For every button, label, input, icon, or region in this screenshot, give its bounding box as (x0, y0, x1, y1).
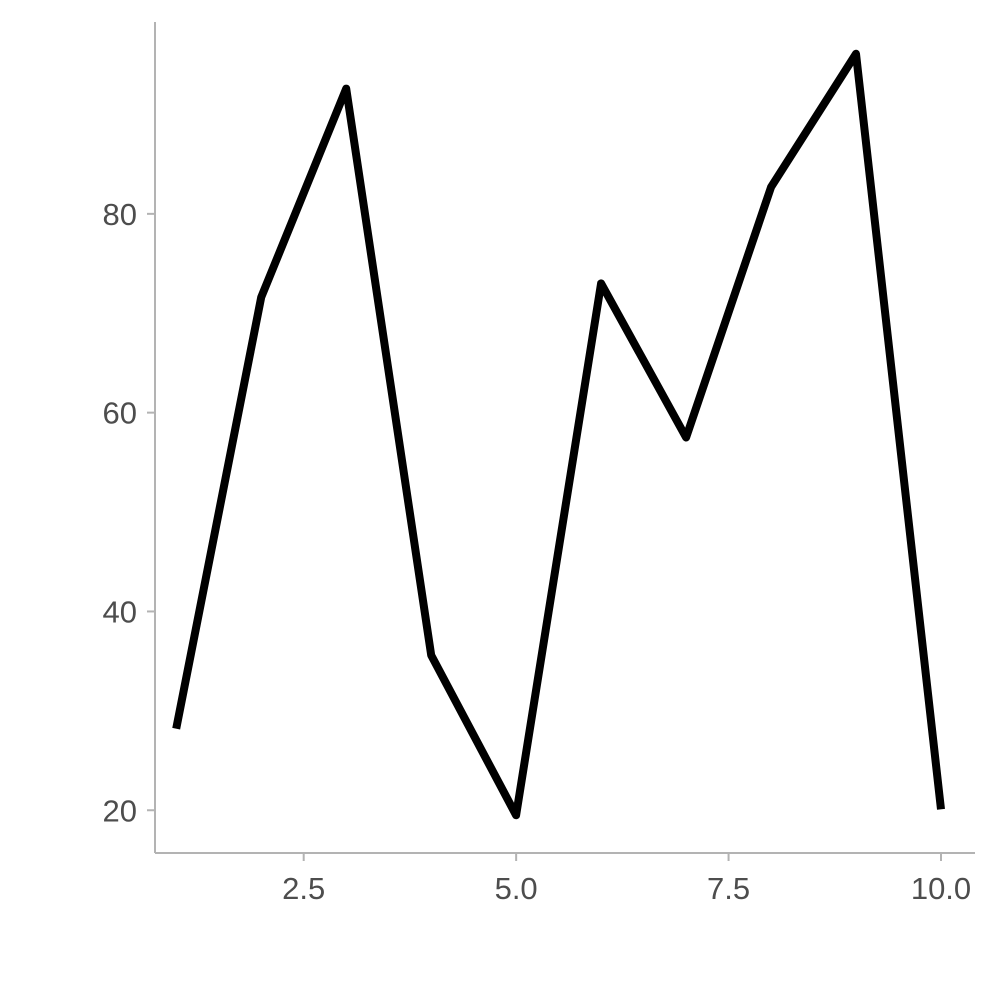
x-tick-label: 7.5 (707, 871, 750, 906)
x-tick-label: 5.0 (495, 871, 538, 906)
series-line (172, 49, 945, 820)
y-tick-label: 60 (103, 396, 137, 431)
series-layer (172, 49, 945, 820)
y-tick-label: 80 (103, 197, 137, 232)
x-tick-label: 2.5 (282, 871, 325, 906)
x-axis-ticks: 2.5 5.0 7.5 10.0 (282, 853, 971, 906)
y-tick-label: 20 (103, 793, 137, 828)
y-tick-label: 40 (103, 594, 137, 629)
x-tick-label: 10.0 (911, 871, 971, 906)
axes (154, 22, 975, 854)
y-axis-ticks: 20 40 60 80 (103, 197, 155, 828)
